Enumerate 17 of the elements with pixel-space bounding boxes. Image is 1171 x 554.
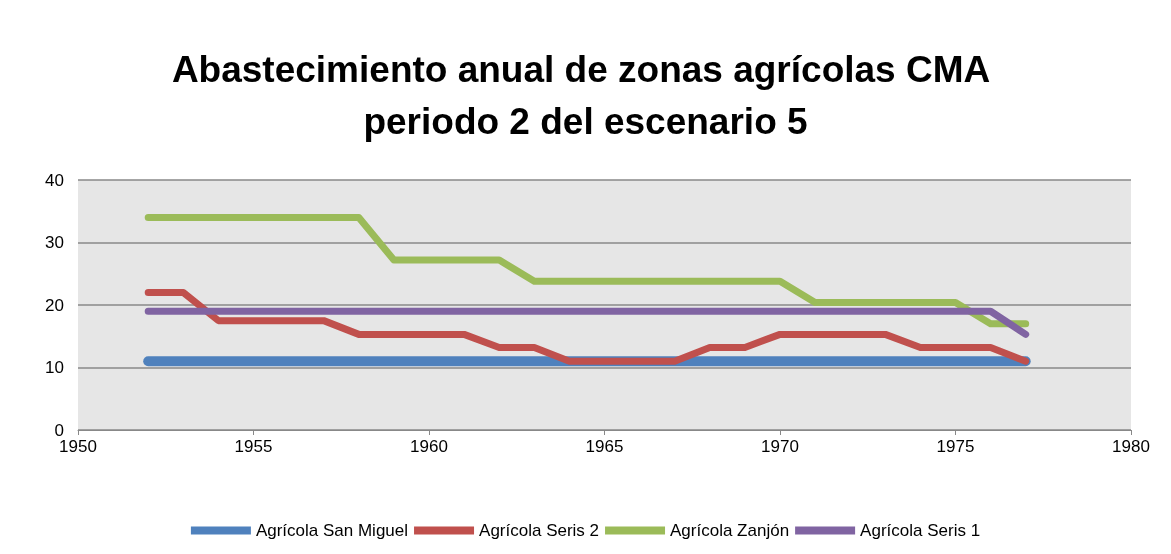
x-tick-label: 1975 (936, 437, 975, 456)
y-tick-label: 10 (45, 358, 64, 377)
legend-label: Agrícola Seris 2 (479, 521, 600, 540)
x-tick-label: 1950 (59, 437, 97, 456)
y-tick-label: 0 (54, 420, 64, 440)
y-tick-label: 40 (45, 170, 64, 190)
chart-title: Abastecimiento anual de zonas agrícolas CMA periodo 2 del escenario 5 (171, 48, 1000, 142)
x-tick-label: 1980 (1112, 437, 1150, 456)
legend-label: Agrícola Zanjón (670, 521, 790, 540)
y-tick-label: 30 (45, 233, 64, 252)
x-tick-label: 1960 (410, 437, 448, 456)
x-tick-label: 1970 (761, 437, 799, 456)
y-tick-label: 20 (45, 295, 64, 315)
x-tick-label: 1955 (234, 437, 273, 456)
x-tick-label: 1965 (585, 437, 624, 456)
legend-label: Agrícola Seris 1 (860, 521, 981, 540)
legend-label: Agrícola San Miguel (255, 521, 409, 540)
